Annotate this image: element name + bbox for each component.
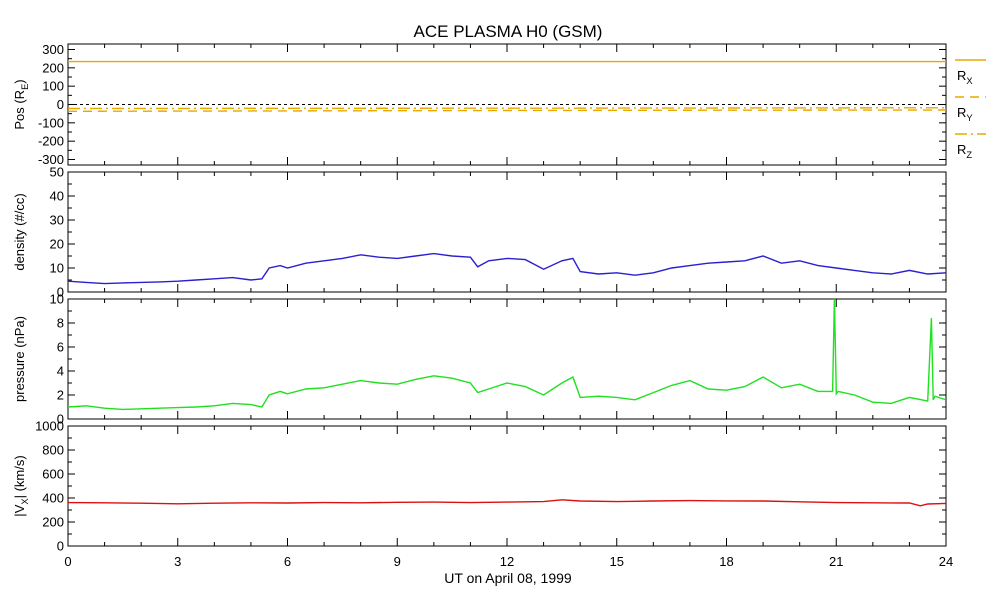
legend: RX RY RZ — [955, 59, 986, 160]
series-line-r-z — [68, 107, 946, 110]
y-tick-label: 100 — [42, 79, 64, 94]
legend-label: RZ — [957, 142, 972, 160]
y-tick-label: 40 — [50, 189, 64, 204]
y-tick-label: 4 — [57, 364, 64, 379]
panel-frame — [67, 171, 947, 293]
panel-frame — [67, 298, 947, 420]
y-tick-label: 8 — [57, 316, 64, 331]
y-tick-label: -100 — [38, 115, 64, 130]
x-tick-label: 18 — [719, 554, 733, 569]
y-tick-label: 200 — [42, 60, 64, 75]
series-line-r-y — [68, 109, 946, 113]
panel-3: 10 8 6 4 2 0 pressure (nPa) — [12, 292, 947, 427]
y-tick-label: 0 — [57, 285, 64, 300]
chart-title: ACE PLASMA H0 (GSM) — [414, 22, 603, 41]
panel-frame — [67, 425, 947, 547]
y-tick-label: 300 — [42, 42, 64, 57]
y-tick-label: 0 — [57, 412, 64, 427]
series-line--v-x- — [68, 499, 946, 507]
x-axis-label: UT on April 08, 1999 — [444, 570, 572, 586]
x-tick-label: 6 — [284, 554, 291, 569]
y-axis-label: pressure (nPa) — [12, 316, 27, 402]
y-tick-label: 6 — [57, 340, 64, 355]
x-tick-label: 12 — [500, 554, 514, 569]
x-tick-label: 0 — [64, 554, 71, 569]
y-tick-label: 20 — [50, 237, 64, 252]
y-axis-label: |VX| (km/s) — [12, 455, 30, 516]
y-axis-label: density (#/cc) — [12, 193, 27, 270]
y-tick-label: 800 — [42, 443, 64, 458]
y-tick-label: 10 — [50, 261, 64, 276]
x-tick-label: 15 — [610, 554, 624, 569]
x-tick-label: 3 — [174, 554, 181, 569]
y-tick-label: 0 — [57, 539, 64, 554]
y-tick-label: 600 — [42, 467, 64, 482]
y-tick-label: 200 — [42, 515, 64, 530]
x-tick-label: 21 — [829, 554, 843, 569]
x-tick-label: 24 — [939, 554, 953, 569]
panel-4: 1000 800 600 400 200 0 |VX| (km/s) — [12, 419, 947, 554]
panel-1: 300 200 100 0 -100 -200 -300 Pos (RE) — [12, 42, 947, 167]
y-tick-label: 0 — [57, 97, 64, 112]
series-line-pressure — [68, 299, 946, 411]
x-tick-label: 9 — [394, 554, 401, 569]
y-axis-label: Pos (RE) — [12, 79, 30, 129]
y-tick-label: 400 — [42, 491, 64, 506]
y-tick-label: -200 — [38, 134, 64, 149]
x-tick-labels: 0 3 6 9 12 15 18 21 24 — [64, 554, 953, 569]
panel-2: 50 40 30 20 10 0 density (#/cc) — [12, 165, 947, 300]
y-tick-label: -300 — [38, 152, 64, 167]
legend-label: RY — [957, 105, 973, 123]
series-line-density — [68, 252, 946, 285]
y-tick-label: 1000 — [35, 419, 64, 434]
y-tick-label: 50 — [50, 165, 64, 180]
legend-label: RX — [957, 68, 973, 86]
y-tick-label: 2 — [57, 388, 64, 403]
y-tick-label: 10 — [50, 292, 64, 307]
y-tick-label: 30 — [50, 213, 64, 228]
